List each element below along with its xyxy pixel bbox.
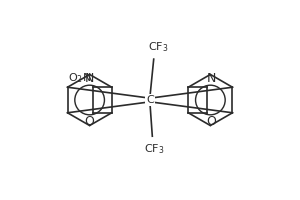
Text: CF$_3$: CF$_3$ bbox=[144, 142, 165, 156]
Text: O: O bbox=[206, 115, 216, 128]
Text: C: C bbox=[146, 95, 154, 105]
Text: N: N bbox=[84, 72, 94, 85]
Text: CF$_3$: CF$_3$ bbox=[148, 40, 169, 54]
Text: O: O bbox=[84, 115, 94, 128]
Text: O$_2$N: O$_2$N bbox=[68, 72, 91, 85]
Text: N: N bbox=[206, 72, 216, 85]
